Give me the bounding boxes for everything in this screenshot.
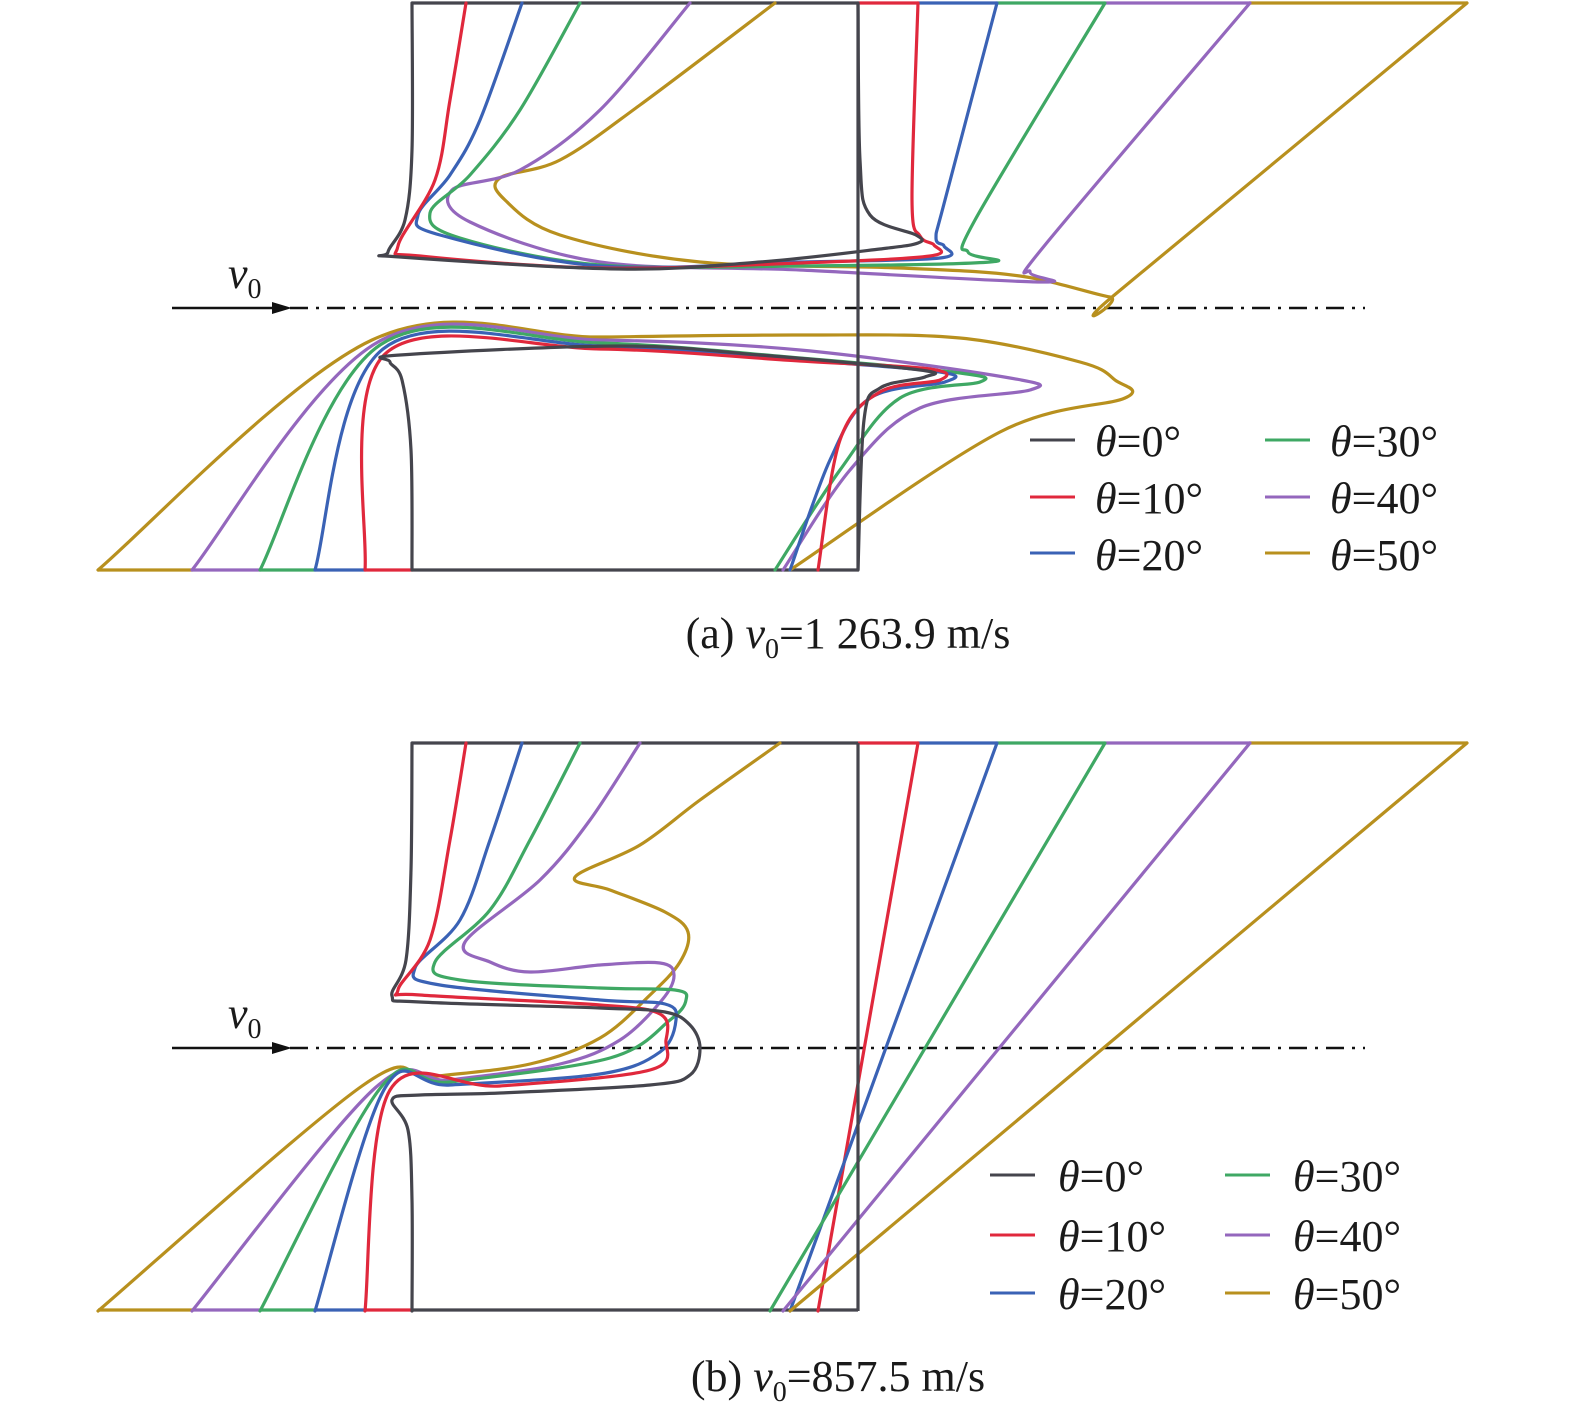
legend-label: θ=50° bbox=[1330, 531, 1438, 580]
velocity-arrow-head bbox=[272, 1042, 292, 1054]
legend-label: θ=40° bbox=[1293, 1212, 1401, 1261]
legend-label: θ=0° bbox=[1095, 417, 1181, 466]
slug-boundary-theta_30 bbox=[768, 741, 1107, 1313]
legend-label: θ=0° bbox=[1058, 1152, 1144, 1201]
jet-profile-upper-theta_40 bbox=[445, 1, 1252, 284]
jet-profile-theta_40 bbox=[190, 741, 676, 1313]
velocity-label-b: v0 bbox=[228, 989, 262, 1045]
legend-label: θ=20° bbox=[1058, 1270, 1166, 1319]
caption-a: (a) v0=1 263.9 m/s bbox=[686, 609, 1011, 665]
panel-a bbox=[96, 1, 1469, 572]
jet-profile-theta_0 bbox=[390, 741, 702, 1313]
legend-label: θ=30° bbox=[1293, 1152, 1401, 1201]
jet-profile-upper-theta_0 bbox=[377, 1, 924, 271]
velocity-arrow-head bbox=[272, 302, 292, 314]
legend-label: θ=30° bbox=[1330, 417, 1438, 466]
jet-profile-lower-theta_0 bbox=[378, 344, 938, 572]
jet-profile-lower-theta_50 bbox=[96, 320, 1135, 572]
legend-label: θ=40° bbox=[1330, 474, 1438, 523]
jet-profile-lower-theta_10 bbox=[359, 334, 949, 572]
slug-boundary-theta_50 bbox=[788, 741, 1469, 1313]
legend-a: θ=0° θ=10° θ=20° θ=30° θ=40° θ=50° bbox=[1095, 417, 1438, 580]
legend-label: θ=10° bbox=[1095, 474, 1203, 523]
legend-label: θ=20° bbox=[1095, 531, 1203, 580]
jet-profile-theta_30 bbox=[258, 741, 689, 1313]
legend-b: θ=0° θ=10° θ=20° θ=30° θ=40° θ=50° bbox=[1058, 1152, 1401, 1319]
jet-profile-theta_10 bbox=[363, 741, 670, 1313]
legend-label: θ=50° bbox=[1293, 1270, 1401, 1319]
slug-boundary-theta_40 bbox=[781, 741, 1252, 1313]
jet-profile-upper-theta_30 bbox=[428, 1, 1107, 270]
projectile-outline bbox=[412, 1, 858, 572]
slug-boundary-theta_10 bbox=[816, 741, 920, 1313]
caption-b: (b) v0=857.5 m/s bbox=[691, 1352, 985, 1408]
jet-profile-theta_50 bbox=[96, 741, 782, 1313]
velocity-label-a: v0 bbox=[228, 249, 262, 305]
legend-label: θ=10° bbox=[1058, 1212, 1166, 1261]
jet-profile-lower-theta_40 bbox=[190, 322, 1042, 572]
panel-b bbox=[96, 741, 1469, 1313]
